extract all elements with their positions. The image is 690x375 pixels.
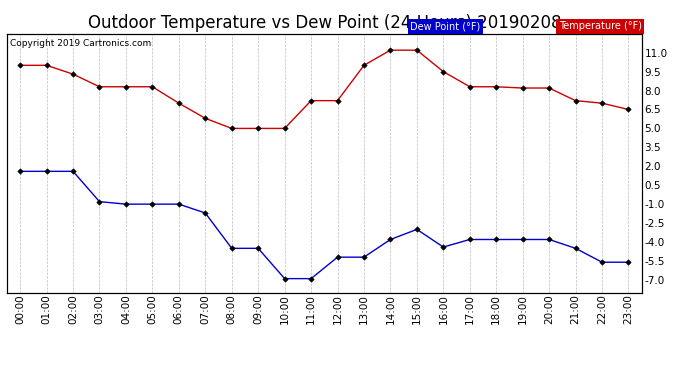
Text: Copyright 2019 Cartronics.com: Copyright 2019 Cartronics.com (10, 39, 151, 48)
Text: Temperature (°F): Temperature (°F) (559, 21, 642, 31)
Text: Dew Point (°F): Dew Point (°F) (410, 21, 480, 31)
Title: Outdoor Temperature vs Dew Point (24 Hours) 20190208: Outdoor Temperature vs Dew Point (24 Hou… (88, 14, 561, 32)
